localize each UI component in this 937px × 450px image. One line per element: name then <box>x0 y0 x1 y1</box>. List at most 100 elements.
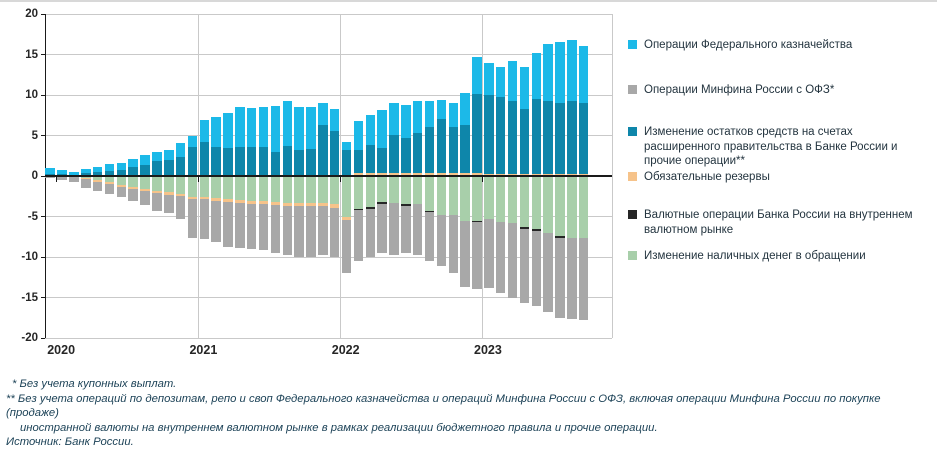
bar-segment-treasury <box>140 155 150 165</box>
x-axis-year-label: 2022 <box>332 343 360 357</box>
bar-segment-treasury <box>366 115 376 145</box>
bar-segment-cash <box>152 176 162 191</box>
legend-label: Изменение наличных денег в обращении <box>644 249 866 264</box>
bar-segment-balances <box>223 148 233 176</box>
bar-segment-treasury <box>354 121 364 150</box>
footnote-asterisk: * Без учета купонных выплат. <box>6 377 934 392</box>
bar-segment-cash <box>508 176 518 223</box>
bar-segment-ofz <box>401 206 411 254</box>
bar-segment-ofz <box>69 177 79 181</box>
y-axis-tick-label: -20 <box>8 331 38 345</box>
bar-segment-treasury <box>342 142 352 151</box>
bar-segment-ofz <box>449 215 459 273</box>
bar-segment-cash <box>555 176 565 236</box>
bar-segment-balances <box>164 160 174 176</box>
bar-segment-cash <box>567 176 577 238</box>
bar-segment-treasury <box>532 53 542 99</box>
bar-segment-balances <box>235 147 245 176</box>
bar-segment-ofz <box>354 210 364 261</box>
bar-segment-treasury <box>401 105 411 139</box>
bar-segment-ofz <box>128 189 138 201</box>
bar-segment-treasury <box>425 101 435 127</box>
bar-segment-ofz <box>105 184 115 194</box>
bar-segment-treasury <box>152 152 162 161</box>
legend-item-cash: Изменение наличных денег в обращении <box>628 249 866 264</box>
bar-segment-cash <box>200 176 210 197</box>
legend-item-treasury: Операции Федерального казначейства <box>628 38 852 53</box>
bar-segment-ofz <box>211 201 221 243</box>
bar-segment-cash <box>342 176 352 217</box>
bar-segment-balances <box>484 95 494 174</box>
x-axis-tick <box>198 177 199 182</box>
bar-segment-cash <box>128 176 138 187</box>
bar-segment-balances <box>271 152 281 176</box>
x-axis-zero-line <box>45 175 612 177</box>
bar-segment-balances <box>211 147 221 176</box>
bar-segment-treasury <box>105 164 115 171</box>
y-axis-tick <box>41 216 45 217</box>
bar-segment-cash <box>247 176 257 201</box>
bar-segment-balances <box>152 161 162 176</box>
bar-segment-balances <box>437 119 447 173</box>
bar-segment-treasury <box>211 117 221 147</box>
bar-segment-ofz <box>472 222 482 289</box>
bar-segment-treasury <box>472 57 482 94</box>
bar-segment-ofz <box>543 233 553 312</box>
x-axis-tick <box>340 177 341 182</box>
bar-segment-cash <box>377 176 387 202</box>
bar-segment-cash <box>176 176 186 194</box>
bar-segment-treasury <box>259 107 269 147</box>
bar-segment-ofz <box>555 238 565 318</box>
bar-segment-cash <box>294 176 304 203</box>
bar-segment-treasury <box>188 136 198 147</box>
bar-segment-cash <box>223 176 233 199</box>
bar-segment-treasury <box>223 113 233 148</box>
bar-segment-balances <box>401 138 411 173</box>
legend-swatch-balances <box>628 127 637 136</box>
bar-segment-balances <box>188 147 198 176</box>
x-axis-year-label: 2021 <box>189 343 217 357</box>
bar-segment-balances <box>377 148 387 173</box>
y-axis-tick <box>41 257 45 258</box>
legend-swatch-ofz <box>628 85 637 94</box>
bar-segment-balances <box>567 101 577 174</box>
bar-segment-ofz <box>223 202 233 247</box>
legend-swatch-fx <box>628 210 637 219</box>
bar-segment-ofz <box>532 231 542 306</box>
bar-segment-cash <box>437 176 447 215</box>
bar-segment-cash <box>188 176 198 197</box>
bar-segment-balances <box>247 147 257 176</box>
bar-segment-ofz <box>188 199 198 237</box>
bar-segment-balances <box>460 125 470 173</box>
bar-segment-ofz <box>496 222 506 294</box>
bar-segment-cash <box>318 176 328 203</box>
bar-segment-balances <box>306 149 316 176</box>
y-axis-tick-label: -5 <box>8 210 38 224</box>
legend-item-ofz: Операции Минфина России с ОФЗ* <box>628 83 834 98</box>
bar-segment-ofz <box>425 212 435 260</box>
bar-segment-ofz <box>271 205 281 253</box>
legend-label: Операции Федерального казначейства <box>644 38 852 53</box>
bar-segment-cash <box>543 176 553 233</box>
gridline-y <box>45 14 612 15</box>
bar-segment-ofz <box>579 238 589 319</box>
bar-segment-cash <box>484 176 494 219</box>
bar-segment-ofz <box>164 195 174 214</box>
bar-segment-ofz <box>93 182 103 191</box>
bar-segment-cash <box>496 176 506 222</box>
bar-segment-balances <box>532 99 542 174</box>
bar-segment-balances <box>259 147 269 176</box>
bar-segment-balances <box>294 150 304 176</box>
bar-segment-ofz <box>247 204 257 249</box>
legend-swatch-cash <box>628 251 637 260</box>
x-axis-tick <box>56 177 57 182</box>
bar-segment-ofz <box>377 204 387 253</box>
x-axis-year-label: 2020 <box>47 343 75 357</box>
bar-segment-treasury <box>294 107 304 150</box>
footnotes: * Без учета купонных выплат. ** Без учет… <box>6 377 934 450</box>
bar-segment-treasury <box>200 120 210 142</box>
bar-segment-ofz <box>176 196 186 219</box>
bar-segment-cash <box>283 176 293 203</box>
bar-segment-cash <box>235 176 245 200</box>
bar-segment-cash <box>164 176 174 192</box>
